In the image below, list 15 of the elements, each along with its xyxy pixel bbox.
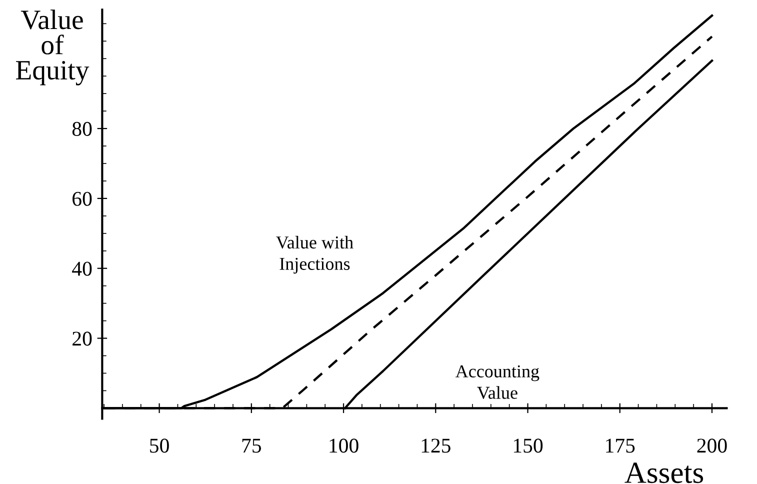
- x-axis-title: Assets: [624, 462, 704, 484]
- x-tick-label: 75: [242, 438, 262, 453]
- y-tick-label: 20: [72, 332, 92, 346]
- x-tick-label: 100: [330, 438, 358, 453]
- x-tick-label: 125: [422, 438, 450, 453]
- y-axis-title: Value of Equity: [16, 10, 90, 86]
- text: Accounting Value: [455, 365, 540, 399]
- y-tick-label: 60: [72, 192, 92, 206]
- x-tick-label: 175: [606, 438, 635, 453]
- x-tick-label: 200: [697, 438, 727, 453]
- x-tick-label: 150: [514, 438, 543, 453]
- x-tick-label: 50: [150, 438, 169, 453]
- y-tick-label: 80: [72, 122, 92, 136]
- y-tick-label: 40: [72, 262, 92, 276]
- series-label: Value with Injections: [276, 236, 354, 274]
